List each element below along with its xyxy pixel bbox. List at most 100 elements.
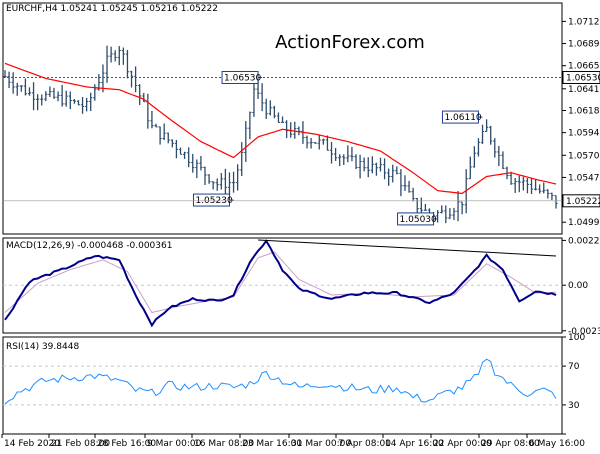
- ohlc-bar: [436, 210, 440, 223]
- price-panel: 1.07125 1.06890 1.06655 1.06410 1.06180 1.059…: [3, 17, 600, 228]
- ohlc-bar: [354, 154, 358, 170]
- ohlc-bar: [80, 97, 85, 114]
- ohlc-bar: [170, 139, 174, 148]
- ohlc-bar: [244, 121, 248, 162]
- rsi-panel: 100 70 30: [3, 333, 585, 435]
- ohlc-bar: [93, 84, 97, 101]
- ohlc-bar: [236, 164, 240, 191]
- ohlc-bar: [387, 168, 391, 186]
- macd-panel: 0.002297 0.00 -0.002336: [3, 236, 600, 337]
- x-tick-label: 14 Feb 2020: [4, 439, 60, 449]
- ohlc-bar: [285, 120, 289, 139]
- moving-average-line: [4, 62, 557, 195]
- x-tick-label: 21 Feb 08:00: [51, 439, 110, 449]
- ohlc-bar: [27, 87, 32, 96]
- ohlc-bar: [280, 116, 285, 123]
- ohlc-bar: [31, 82, 36, 111]
- ohlc-bar: [305, 135, 309, 149]
- price-tick-label: 1.05470: [568, 173, 600, 183]
- ohlc-bar: [268, 100, 272, 116]
- ohlc-bar: [456, 191, 460, 222]
- ohlc-bar: [415, 197, 419, 213]
- ohlc-bar: [411, 187, 415, 202]
- rsi-tick-label: 30: [568, 401, 580, 411]
- ohlc-bar: [513, 177, 517, 193]
- ohlc-bar: [468, 156, 472, 180]
- ohlc-bar: [350, 146, 354, 162]
- ohlc-bar: [60, 84, 64, 107]
- ohlc-bar: [48, 86, 52, 98]
- ohlc-bar: [154, 123, 158, 128]
- x-tick-label: 16 Mar 08:00: [194, 439, 254, 449]
- ohlc-bar: [407, 180, 411, 193]
- ohlc-bar: [460, 201, 464, 215]
- price-frame: [2, 2, 563, 235]
- ohlc-bar: [36, 94, 40, 111]
- ohlc-bar: [109, 46, 113, 63]
- ohlc-bar: [56, 91, 60, 102]
- ohlc-bar: [101, 64, 105, 93]
- ohlc-bar: [68, 91, 72, 110]
- current-price-label: 1.05222: [566, 197, 600, 207]
- ohlc-bar: [399, 169, 403, 197]
- ohlc-bar: [117, 46, 121, 66]
- x-tick-label: 7 Apr 08:00: [338, 439, 391, 449]
- ohlc-bar: [64, 90, 68, 107]
- ohlc-bar: [72, 98, 76, 104]
- ohlc-bar: [452, 207, 456, 220]
- ohlc-bar: [125, 49, 130, 79]
- ohlc-bar: [211, 181, 215, 190]
- ohlc-bar: [76, 100, 81, 106]
- macd-line: [4, 239, 557, 328]
- ohlc-bar: [44, 91, 48, 102]
- ohlc-bar: [195, 159, 199, 179]
- ohlc-bar: [134, 66, 138, 93]
- ohlc-bar: [162, 123, 166, 141]
- ohlc-bar: [158, 126, 162, 145]
- x-tick-label: 23 Mar 16:00: [242, 439, 302, 449]
- macd-tick-label: 0.00: [568, 281, 588, 291]
- annotation-label: 1.06530: [224, 73, 261, 83]
- ohlc-bar: [40, 94, 44, 106]
- ohlc-bar: [370, 156, 374, 174]
- ohlc-bar: [338, 154, 342, 167]
- price-tick-label: 1.05705: [568, 151, 600, 161]
- macd-tick-label: -0.002336: [568, 327, 600, 337]
- ohlc-bar: [366, 157, 370, 178]
- x-tick-label: 28 Feb 16:00: [97, 439, 156, 449]
- ohlc-bar: [448, 208, 452, 220]
- ohlc-bar: [313, 142, 317, 144]
- ohlc-bar: [203, 166, 207, 185]
- ohlc-bar: [23, 78, 28, 96]
- ohlc-bar: [187, 147, 191, 168]
- ohlc-bar: [497, 145, 501, 167]
- ohlc-bar: [346, 145, 350, 163]
- ohlc-bar: [317, 134, 321, 150]
- ohlc-bar: [329, 141, 334, 164]
- ohlc-bar: [166, 132, 170, 144]
- ohlc-bar: [395, 166, 399, 175]
- price-title: EURCHF,H4 1.05241 1.05245 1.05216 1.0522…: [6, 4, 218, 14]
- ohlc-bar: [533, 179, 538, 191]
- x-tick-label: 29 Apr 08:00: [481, 439, 540, 449]
- ohlc-bar: [325, 135, 330, 151]
- macd-trendline: [258, 239, 557, 257]
- ohlc-bar: [105, 45, 109, 83]
- ohlc-bar: [113, 50, 117, 62]
- ohlc-bar: [129, 70, 134, 88]
- ohlc-bar: [276, 112, 281, 123]
- ohlc-bar: [358, 154, 362, 179]
- ohlc-bar: [252, 81, 256, 117]
- ohlc-bar: [223, 168, 227, 195]
- ohlc-bar: [121, 47, 125, 65]
- ohlc-bar: [554, 195, 558, 209]
- ohlc-bar: [476, 138, 481, 157]
- x-tick-label: 14 Apr 16:00: [385, 439, 444, 449]
- ohlc-bar: [150, 110, 154, 129]
- ohlc-bar: [525, 178, 530, 194]
- ohlc-bar: [440, 205, 444, 214]
- ohlc-bar: [215, 178, 219, 191]
- ohlc-bar: [529, 177, 534, 195]
